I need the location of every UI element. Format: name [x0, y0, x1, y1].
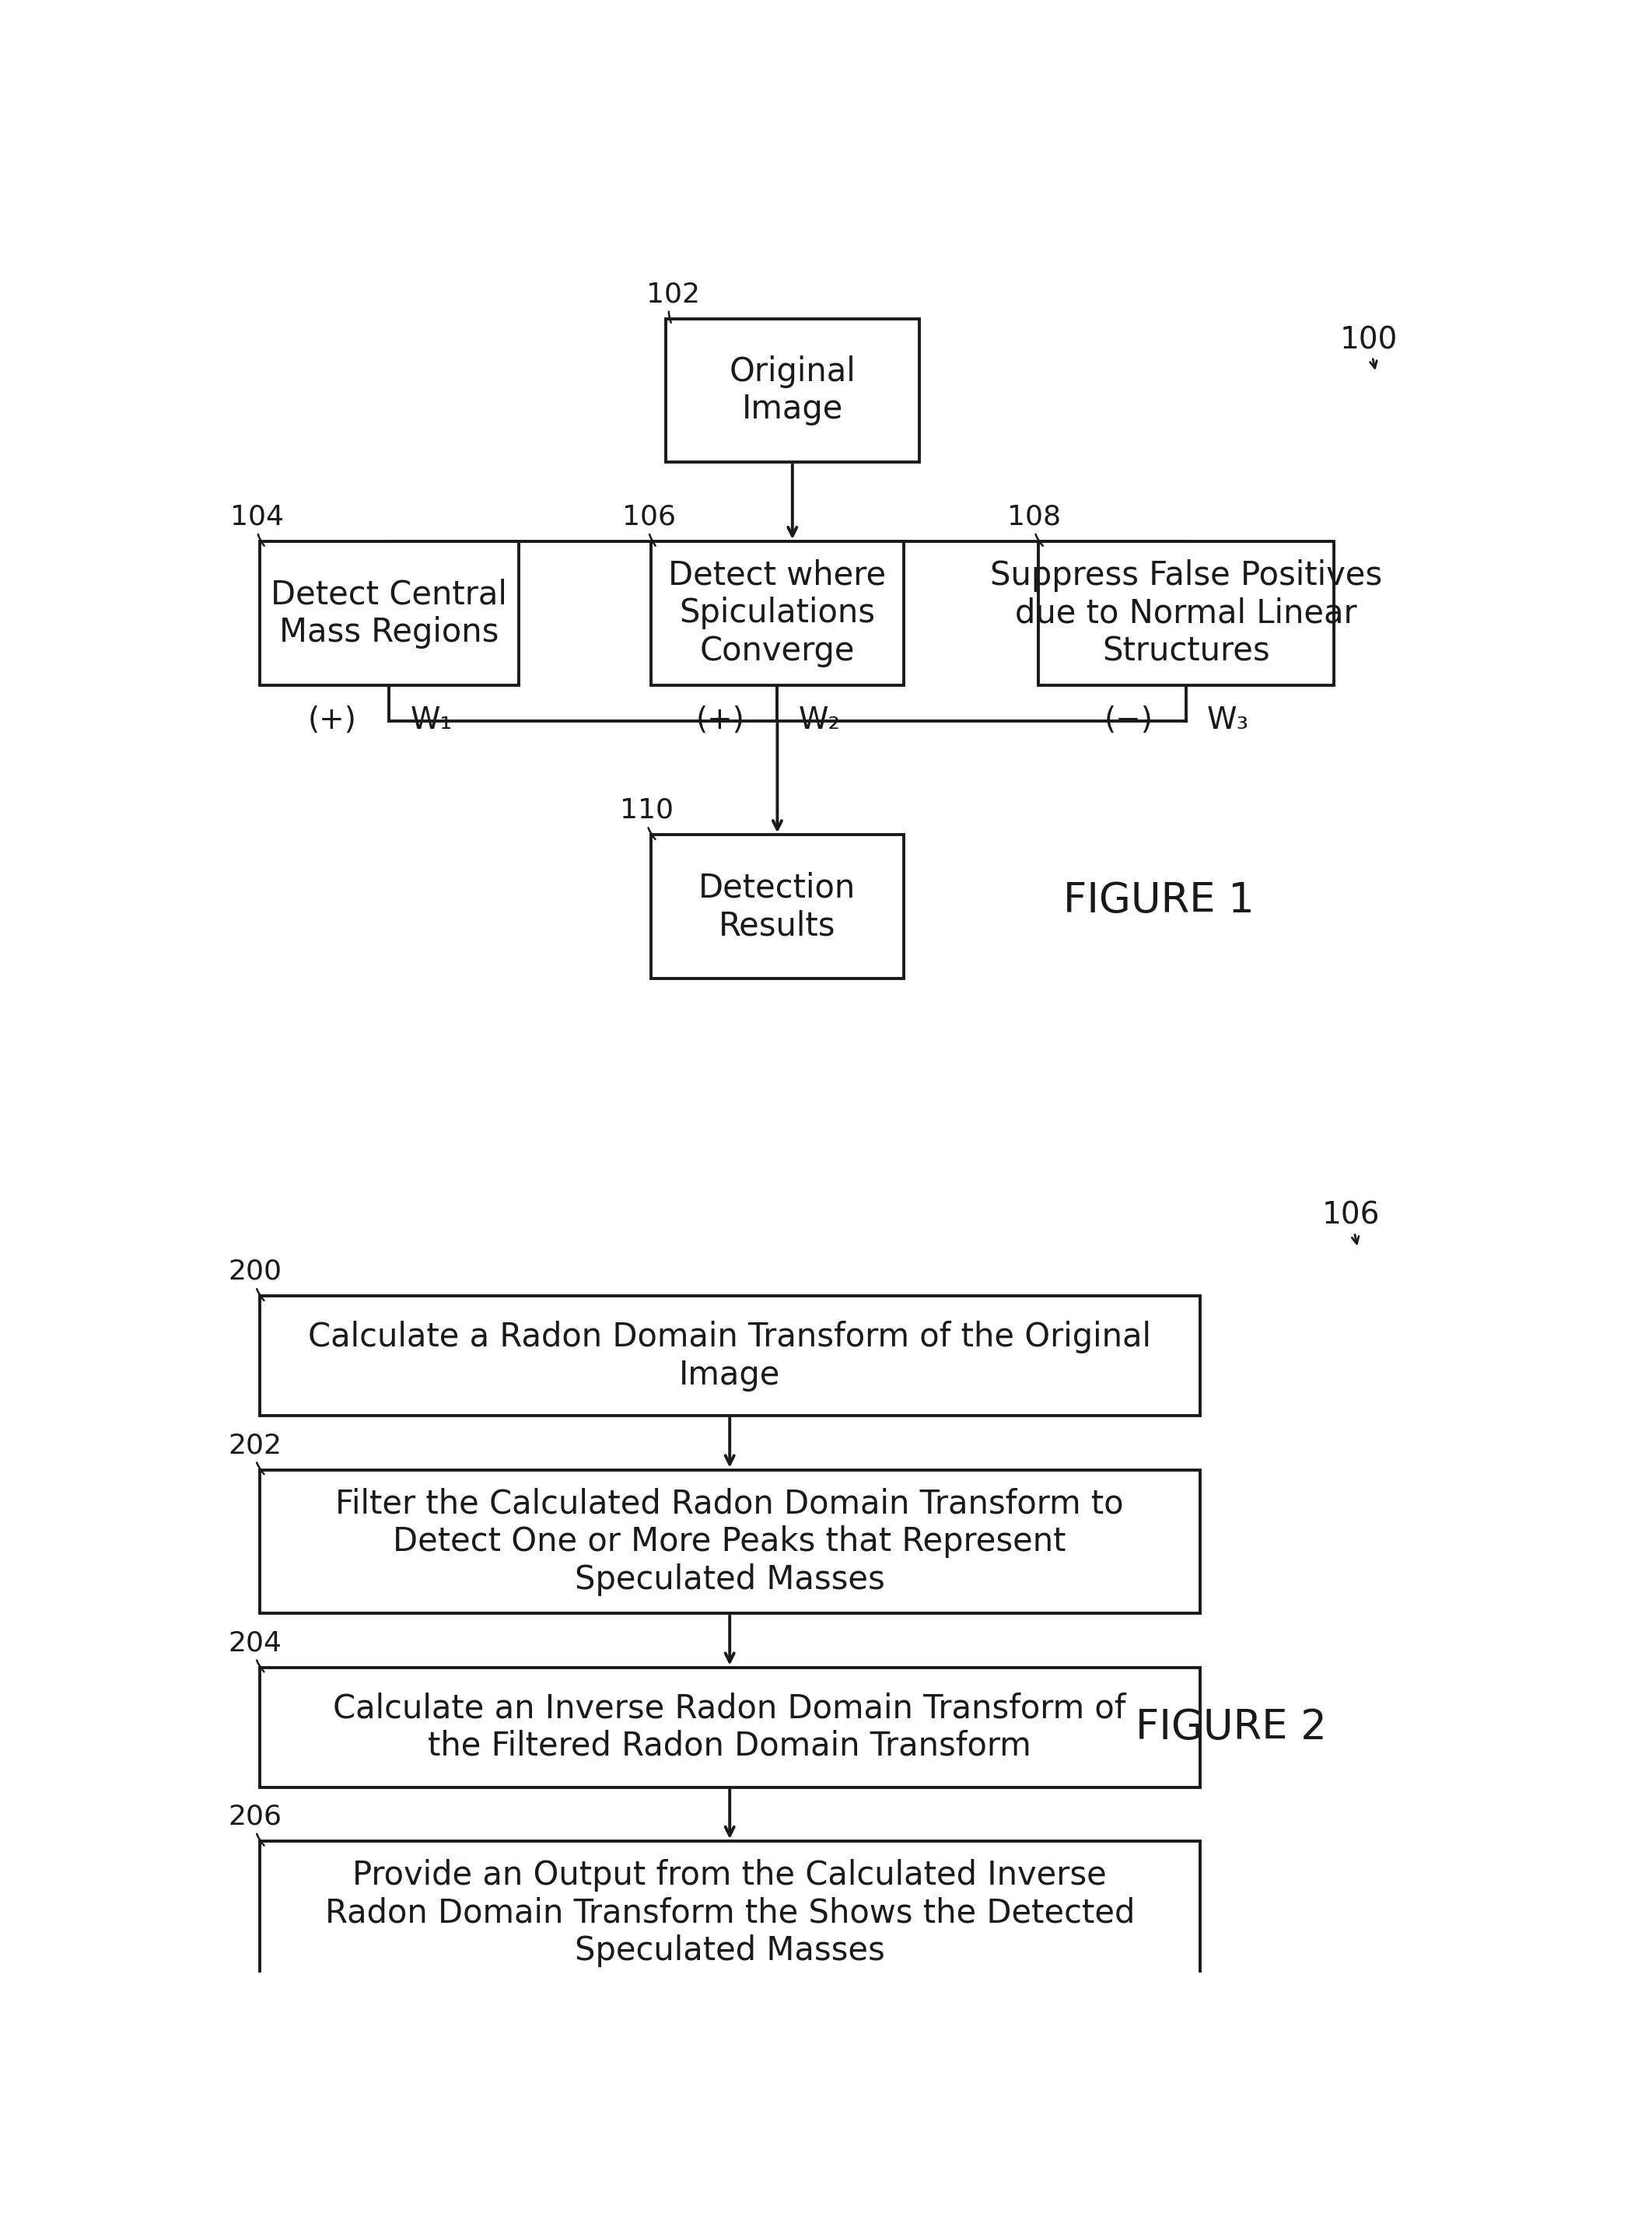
- Text: Filter the Calculated Radon Domain Transform to
Detect One or More Peaks that Re: Filter the Calculated Radon Domain Trans…: [335, 1487, 1123, 1596]
- Text: FIGURE 2: FIGURE 2: [1135, 1706, 1327, 1748]
- FancyBboxPatch shape: [259, 541, 519, 685]
- Text: Calculate a Radon Domain Transform of the Original
Image: Calculate a Radon Domain Transform of th…: [309, 1321, 1151, 1392]
- Text: 106: 106: [1322, 1201, 1379, 1243]
- Text: Original
Image: Original Image: [729, 355, 856, 425]
- Text: FIGURE 1: FIGURE 1: [1064, 880, 1254, 922]
- FancyBboxPatch shape: [651, 541, 904, 685]
- Text: 200: 200: [228, 1259, 282, 1301]
- FancyBboxPatch shape: [259, 1666, 1199, 1786]
- Text: (−): (−): [1104, 705, 1153, 736]
- FancyBboxPatch shape: [259, 1841, 1199, 1986]
- Text: 202: 202: [228, 1432, 282, 1474]
- FancyBboxPatch shape: [1039, 541, 1333, 685]
- Text: 108: 108: [1008, 503, 1061, 545]
- Text: Detect where
Spiculations
Converge: Detect where Spiculations Converge: [669, 558, 885, 667]
- Text: 104: 104: [231, 503, 284, 545]
- FancyBboxPatch shape: [259, 1469, 1199, 1613]
- Text: Suppress False Positives
due to Normal Linear
Structures: Suppress False Positives due to Normal L…: [990, 558, 1383, 667]
- Text: 204: 204: [228, 1629, 282, 1671]
- Text: (+): (+): [695, 705, 745, 736]
- FancyBboxPatch shape: [651, 835, 904, 979]
- Text: 110: 110: [620, 798, 674, 840]
- FancyBboxPatch shape: [666, 319, 919, 463]
- Text: 100: 100: [1340, 326, 1398, 368]
- FancyBboxPatch shape: [259, 1296, 1199, 1416]
- Text: 106: 106: [623, 503, 676, 545]
- Text: 206: 206: [228, 1804, 282, 1846]
- Text: 102: 102: [646, 281, 700, 324]
- Text: Calculate an Inverse Radon Domain Transform of
the Filtered Radon Domain Transfo: Calculate an Inverse Radon Domain Transf…: [334, 1693, 1127, 1762]
- Text: Detect Central
Mass Regions: Detect Central Mass Regions: [271, 578, 507, 649]
- Text: Detection
Results: Detection Results: [699, 871, 856, 942]
- Text: Provide an Output from the Calculated Inverse
Radon Domain Transform the Shows t: Provide an Output from the Calculated In…: [325, 1859, 1135, 1968]
- Text: W₁: W₁: [410, 705, 453, 736]
- Text: W₂: W₂: [798, 705, 841, 736]
- Text: W₃: W₃: [1208, 705, 1249, 736]
- Text: (+): (+): [307, 705, 357, 736]
